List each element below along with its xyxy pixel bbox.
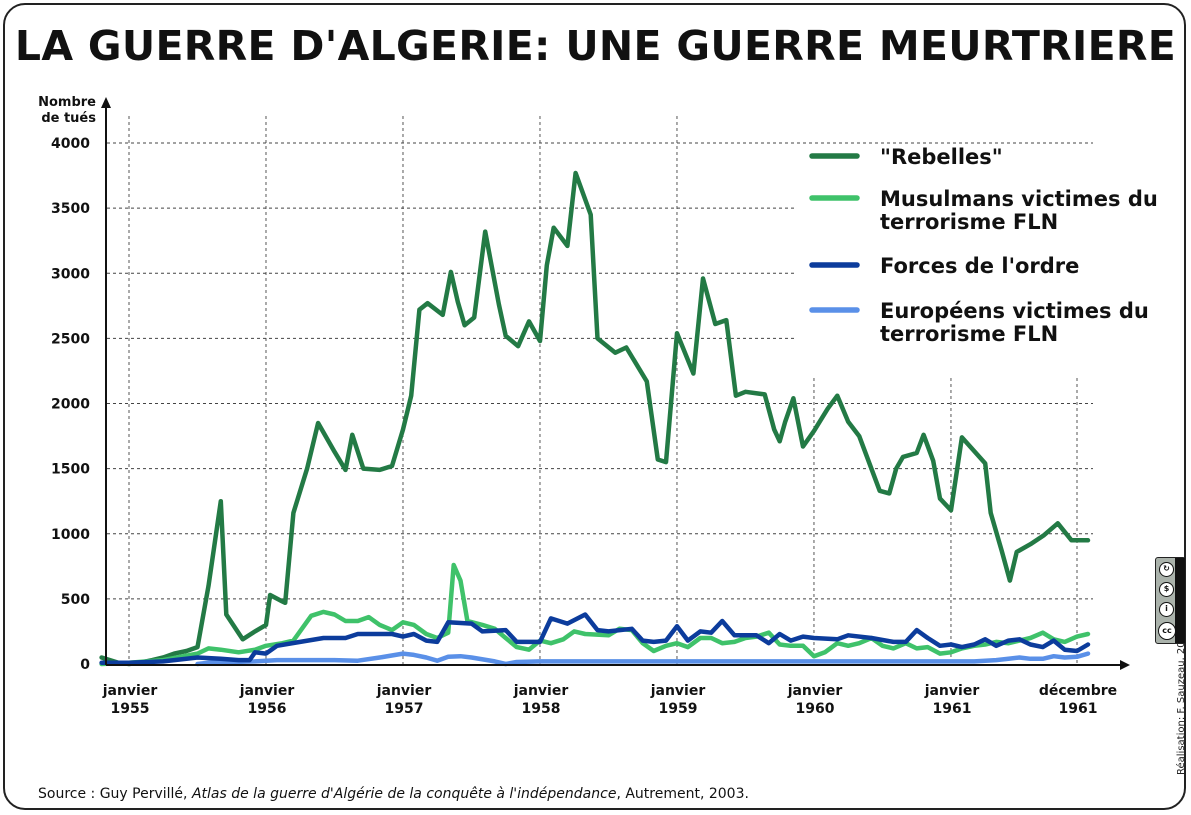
by-icon: i <box>1159 602 1174 617</box>
y-tick-label: 1500 <box>51 462 90 478</box>
x-tick-label: 1961 <box>932 701 971 717</box>
legend-label: "Rebelles" <box>880 145 1003 169</box>
y-tick-label: 3000 <box>51 266 90 282</box>
y-axis-arrow <box>101 97 111 108</box>
y-axis-label: Nombre <box>38 95 96 110</box>
x-tick-label: 1958 <box>521 701 560 717</box>
axis-ticks: 0 500 1000 1500 2000 2500 3000 3500 4000 janvier 1… <box>38 95 1117 717</box>
x-tick-label: janvier <box>924 683 980 699</box>
x-tick-label: 1955 <box>111 701 150 717</box>
x-tick-label: 1956 <box>248 701 287 717</box>
y-tick-label: 500 <box>61 592 90 608</box>
badge-strip <box>1175 558 1185 643</box>
y-tick-label: 2500 <box>51 331 90 347</box>
grid <box>107 116 1093 664</box>
y-tick-label: 4000 <box>51 136 90 152</box>
source-prefix: Source : Guy Pervillé, <box>38 786 192 802</box>
x-tick-label: janvier <box>650 683 706 699</box>
series-line-3 <box>195 651 1091 667</box>
y-tick-label: 1000 <box>51 527 90 543</box>
legend-label: Européens victimes du terrorisme FLN <box>880 299 1149 346</box>
credit-text: Réalisation: F. Sauzeau, 2022 <box>1176 628 1187 775</box>
series-lines <box>99 170 1091 667</box>
y-tick-label: 3500 <box>51 201 90 217</box>
source-book: Atlas de la guerre d'Algérie de la conqu… <box>191 786 617 802</box>
sa-icon: ↻ <box>1159 562 1174 577</box>
figure-frame <box>3 3 1186 810</box>
series-line-0 <box>99 170 1091 667</box>
axes <box>101 97 1130 670</box>
y-tick-label: 2000 <box>51 397 90 413</box>
legend-label: Forces de l'ordre <box>880 254 1079 278</box>
chart-title: LA GUERRE D'ALGERIE: UNE GUERRE MEURTRIE… <box>14 22 1177 70</box>
x-tick-label: 1961 <box>1059 701 1098 717</box>
creative-commons-icon: ↻ $ i cc <box>1155 557 1186 644</box>
series-line-2 <box>99 612 1091 665</box>
x-tick-label: 1957 <box>385 701 424 717</box>
x-tick-label: janvier <box>787 683 843 699</box>
x-tick-label: janvier <box>239 683 295 699</box>
nc-icon: $ <box>1159 582 1174 597</box>
x-tick-label: janvier <box>102 683 158 699</box>
legend-label: Musulmans victimes du terrorisme FLN <box>880 187 1158 234</box>
source-note: Source : Guy Pervillé, Atlas de la guerr… <box>38 786 749 802</box>
series-line-1 <box>99 562 1091 667</box>
legend: "Rebelles" Musulmans victimes du terrorism… <box>795 144 1165 348</box>
x-tick-label: décembre <box>1039 683 1117 699</box>
legend-bg <box>795 186 1165 236</box>
y-axis-label: de tués <box>41 111 96 126</box>
source-suffix: , Autrement, 2003. <box>616 786 749 802</box>
x-tick-label: 1959 <box>658 701 697 717</box>
legend-bg <box>795 298 1165 348</box>
x-tick-label: 1960 <box>795 701 834 717</box>
x-tick-label: janvier <box>376 683 432 699</box>
y-tick-label: 0 <box>80 657 90 673</box>
x-tick-label: janvier <box>513 683 569 699</box>
x-axis-arrow <box>1120 660 1130 670</box>
cc-icon: cc <box>1158 622 1176 640</box>
